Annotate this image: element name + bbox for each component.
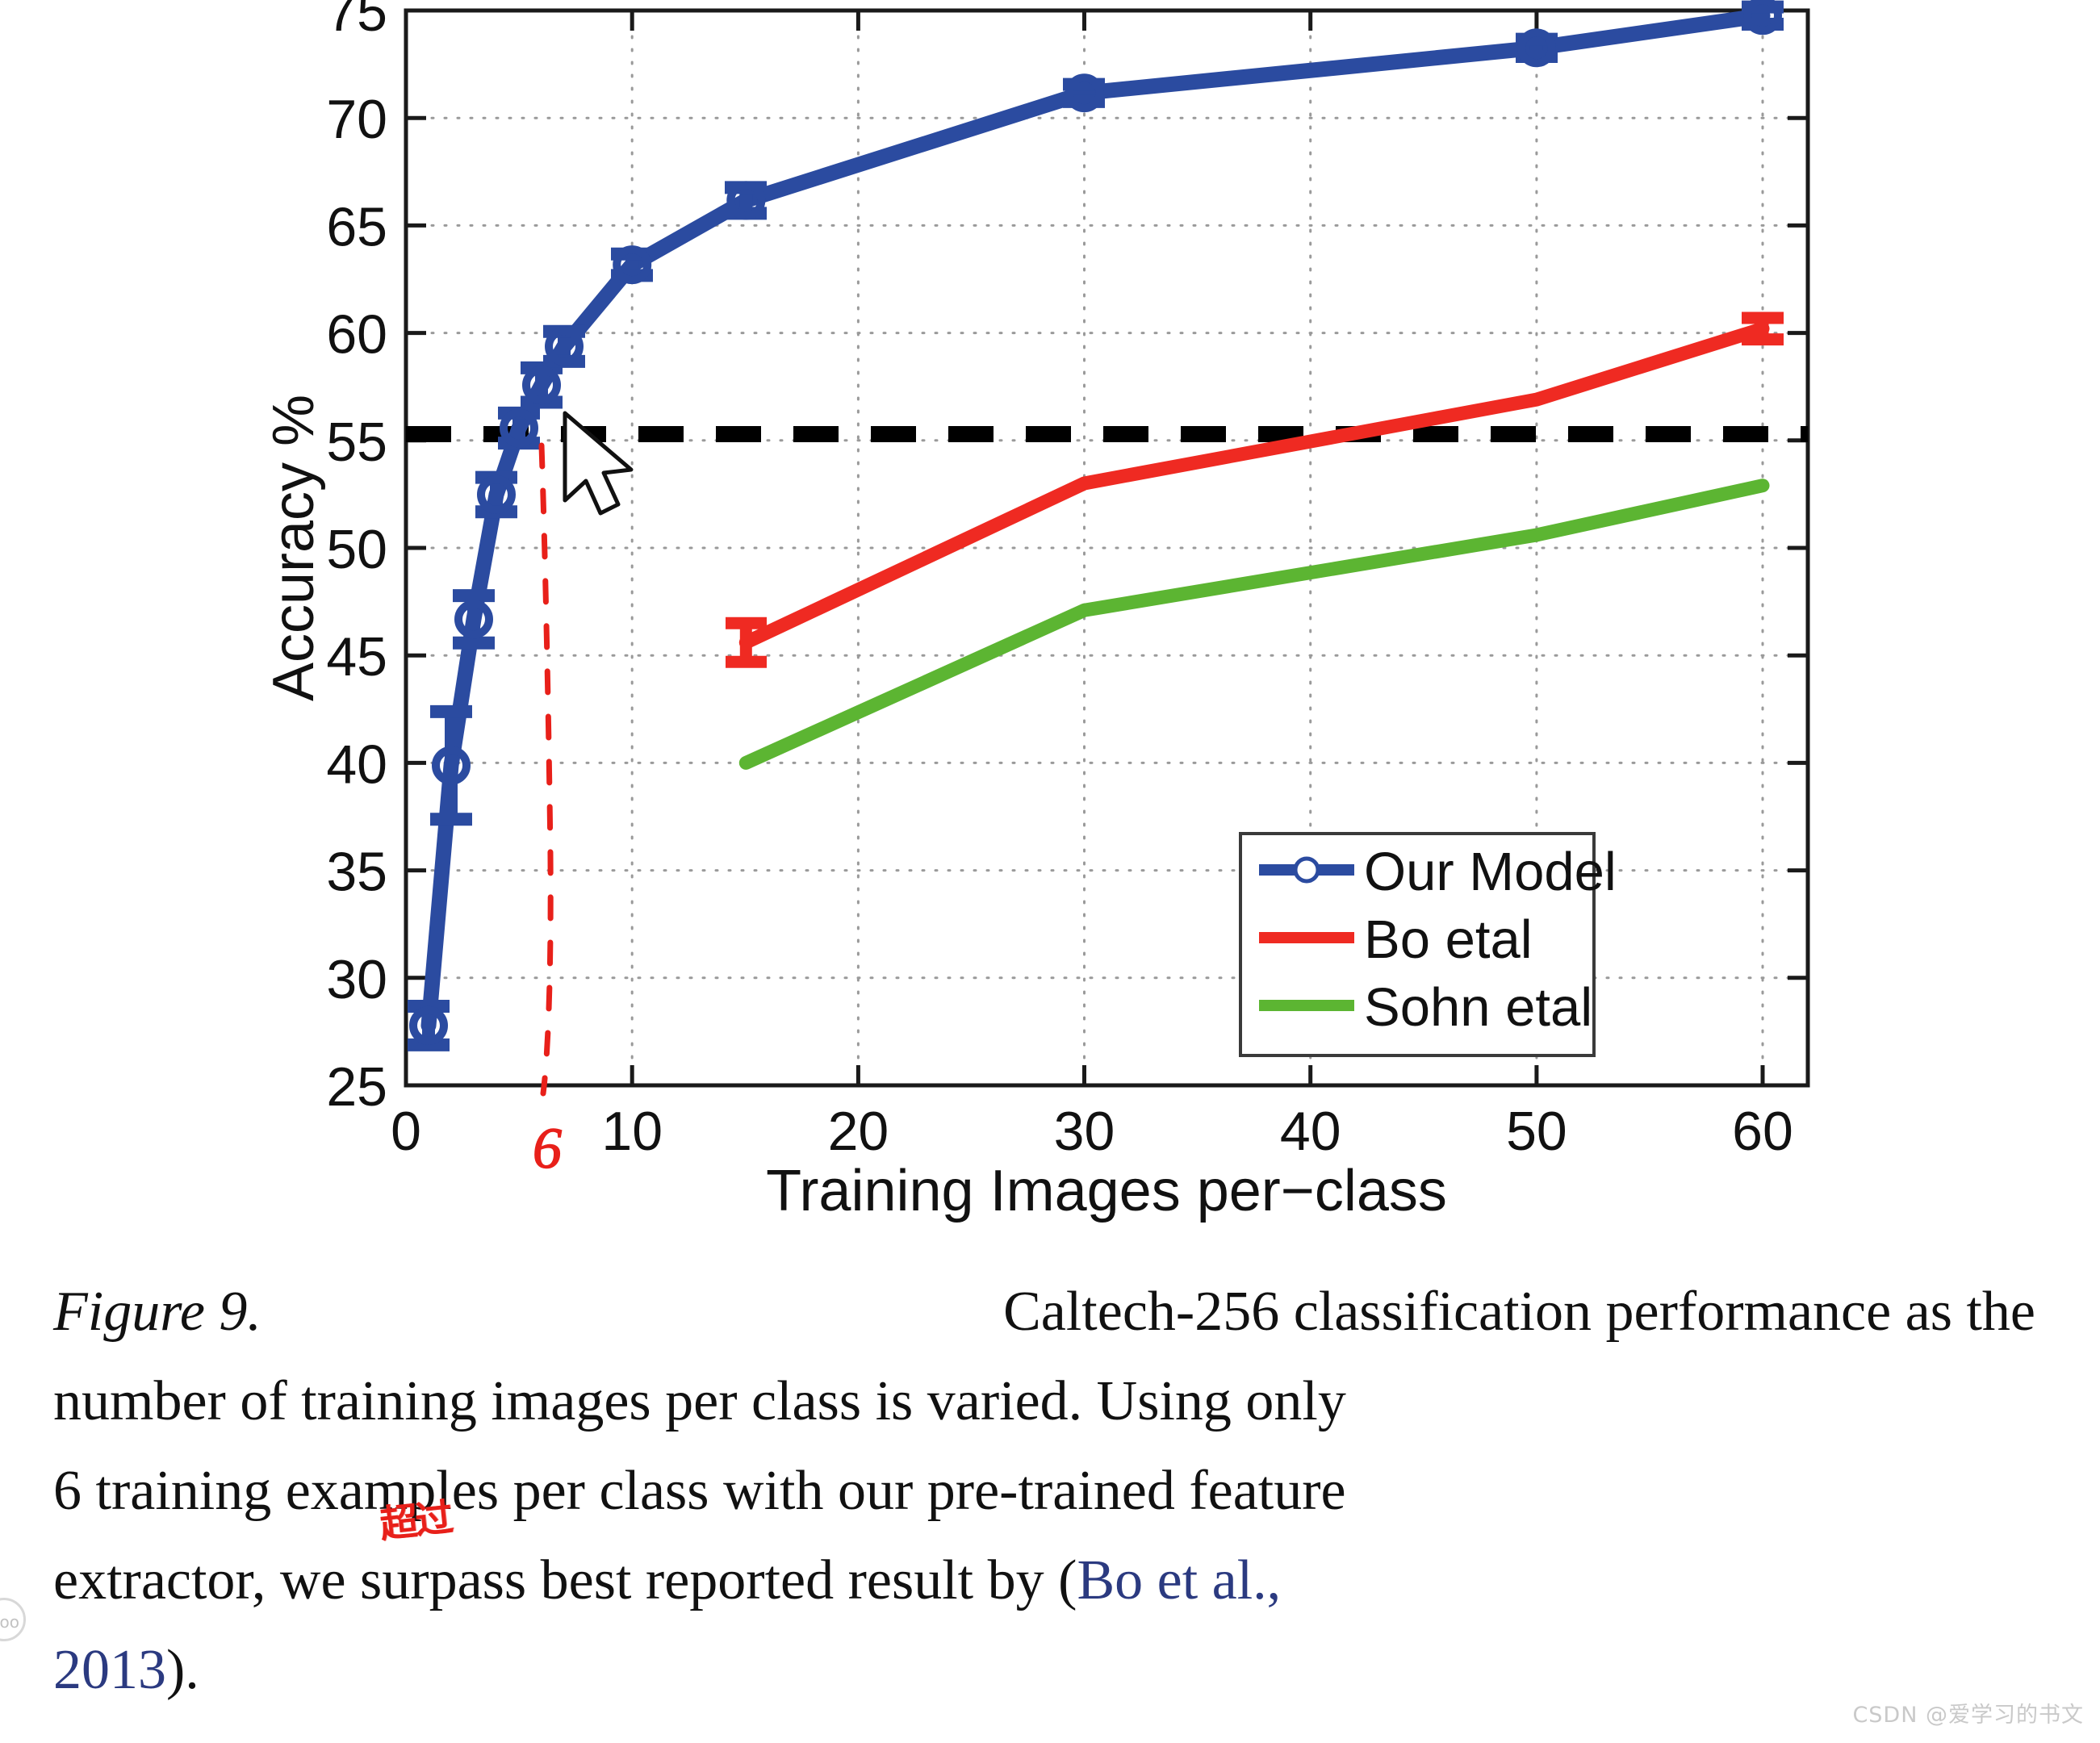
y-tick-label: 60 bbox=[326, 304, 387, 366]
data-point-marker bbox=[477, 474, 516, 514]
page-edge-artifact: ooo bbox=[0, 1598, 26, 1641]
data-point-marker bbox=[454, 600, 493, 639]
x-tick-label: 0 bbox=[391, 1101, 421, 1162]
plot-background bbox=[406, 10, 1808, 1085]
mouse-cursor-icon bbox=[563, 411, 634, 516]
data-point-marker bbox=[500, 408, 538, 448]
accuracy-vs-training-images-line-chart: 75 70 65 60 55 50 45 40 35 30 25 0 10 20… bbox=[261, 0, 1810, 1223]
caption-line-5-text: ). bbox=[166, 1639, 199, 1701]
caption-line-1-text: Caltech-256 classification performance a… bbox=[1003, 1281, 2035, 1343]
x-tick-label: 30 bbox=[1054, 1101, 1115, 1162]
handwritten-chinese-annotation: 超过 bbox=[377, 1495, 454, 1548]
data-point-marker bbox=[1065, 73, 1104, 113]
caption-line-5: 2013). bbox=[53, 1625, 2035, 1715]
x-axis-title: Training Images per−class bbox=[766, 1159, 1447, 1223]
data-point-marker bbox=[1743, 0, 1782, 36]
y-axis-title: Accuracy % bbox=[261, 395, 326, 701]
series-line-bo-etal bbox=[738, 321, 1770, 650]
data-point-marker bbox=[432, 746, 471, 785]
x-tick-label: 10 bbox=[601, 1101, 663, 1162]
y-tick-label: 65 bbox=[326, 196, 387, 257]
x-tick-label: 40 bbox=[1280, 1101, 1341, 1162]
y-tick-labels: 75 70 65 60 55 50 45 40 35 30 25 bbox=[326, 0, 387, 1118]
data-point-marker bbox=[613, 245, 652, 285]
y-tick-label: 45 bbox=[326, 626, 387, 688]
figure-9-chart: 75 70 65 60 55 50 45 40 35 30 25 0 10 20… bbox=[261, 0, 1810, 1223]
caption-line-4: extractor, we surpass best reported resu… bbox=[53, 1536, 2035, 1625]
x-tick-labels: 0 10 20 30 40 50 60 bbox=[391, 1101, 1793, 1162]
y-tick-label: 70 bbox=[326, 89, 387, 150]
data-point-marker bbox=[522, 366, 561, 405]
csdn-watermark: CSDN @爱学习的书文 bbox=[1852, 1703, 2084, 1728]
data-point-marker bbox=[726, 181, 766, 220]
legend-label-sohn-etal: Sohn etal bbox=[1364, 977, 1592, 1038]
y-tick-label: 55 bbox=[326, 412, 387, 473]
y-tick-label: 75 bbox=[326, 0, 387, 43]
caption-line-4-text: extractor, we surpass best reported resu… bbox=[53, 1549, 1077, 1611]
y-tick-label: 25 bbox=[326, 1056, 387, 1118]
series-markers-our-model bbox=[409, 0, 1782, 1045]
caption-line-1: Figure 9. Caltech-256 classification per… bbox=[53, 1267, 2035, 1356]
x-tick-label: 20 bbox=[828, 1101, 889, 1162]
chart-legend: Our Model Bo etal Sohn etal bbox=[1239, 832, 1617, 1057]
data-point-marker bbox=[1516, 28, 1556, 68]
series-errorbars-bo-etal bbox=[726, 311, 1784, 668]
legend-marker-circle-icon bbox=[1293, 856, 1320, 884]
y-tick-label: 30 bbox=[326, 949, 387, 1010]
y-tick-label: 50 bbox=[326, 519, 387, 580]
caption-figure-label: Figure 9. bbox=[53, 1281, 261, 1343]
figure-caption: Figure 9. Caltech-256 classification per… bbox=[53, 1267, 2035, 1715]
caption-line-2: number of training images per class is v… bbox=[53, 1370, 1346, 1432]
handwritten-six-guide-line bbox=[538, 442, 554, 1097]
data-point-marker bbox=[409, 1005, 448, 1045]
caption-citation-bo-et-al[interactable]: Bo et al., bbox=[1077, 1549, 1282, 1611]
caption-citation-year[interactable]: 2013 bbox=[53, 1639, 166, 1701]
handwritten-six-label: 6 bbox=[533, 1116, 562, 1181]
legend-label-bo-etal: Bo etal bbox=[1364, 909, 1533, 970]
series-line-sohn-etal bbox=[738, 479, 1770, 770]
y-tick-label: 35 bbox=[326, 842, 387, 903]
x-tick-label: 60 bbox=[1732, 1101, 1793, 1162]
caption-line-3: 6 training examples per class with our p… bbox=[53, 1460, 1346, 1522]
x-tick-label: 50 bbox=[1506, 1101, 1567, 1162]
data-point-marker bbox=[545, 327, 584, 366]
legend-label-our-model: Our Model bbox=[1364, 842, 1617, 902]
y-tick-label: 40 bbox=[326, 734, 387, 795]
